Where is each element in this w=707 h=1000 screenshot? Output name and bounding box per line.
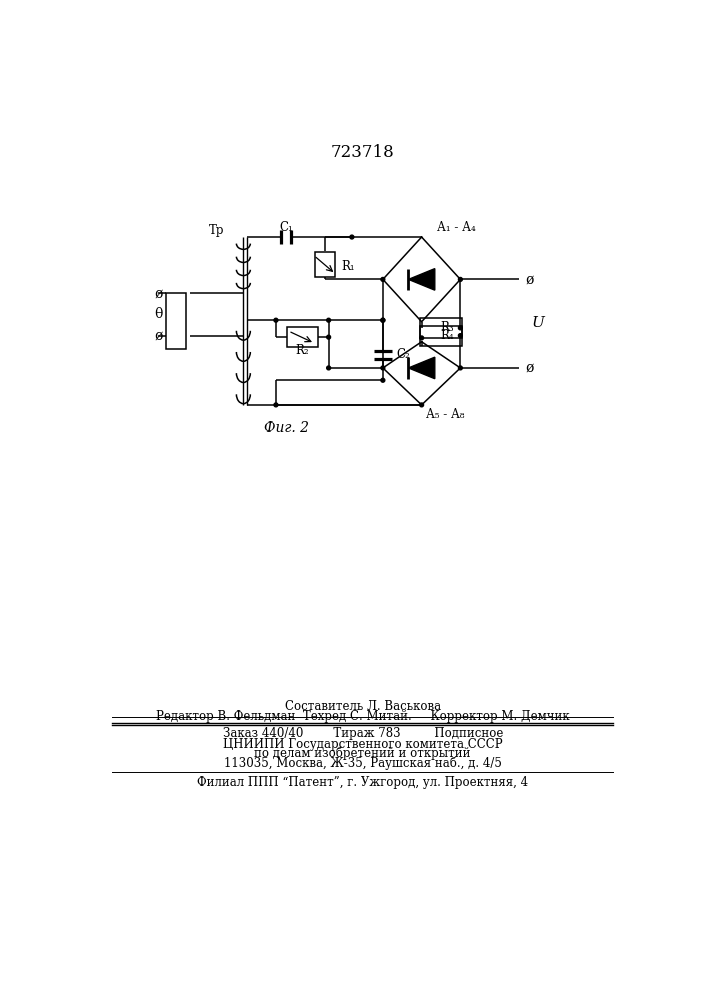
- Bar: [420, 326, 462, 346]
- Text: R₁: R₁: [341, 260, 356, 273]
- Bar: [287, 327, 317, 347]
- Bar: [315, 252, 335, 277]
- Text: Редактор В. Фельдман  Техред С. Митай.     Корректор М. Демчик: Редактор В. Фельдман Техред С. Митай. Ко…: [156, 710, 570, 723]
- Circle shape: [327, 318, 331, 322]
- Circle shape: [458, 326, 462, 330]
- Circle shape: [420, 336, 423, 340]
- Text: C₂: C₂: [397, 348, 411, 361]
- Circle shape: [327, 335, 331, 339]
- Text: C₁: C₁: [279, 221, 293, 234]
- Circle shape: [420, 403, 423, 407]
- Circle shape: [381, 318, 385, 322]
- Polygon shape: [409, 269, 435, 290]
- Text: θ: θ: [154, 307, 163, 321]
- Circle shape: [381, 277, 385, 281]
- Text: ø: ø: [525, 272, 534, 286]
- Circle shape: [458, 277, 462, 281]
- Text: ЦНИИПИ Государственного комитета СССР: ЦНИИПИ Государственного комитета СССР: [223, 738, 503, 751]
- Text: Фиг. 2: Фиг. 2: [264, 421, 308, 435]
- Circle shape: [327, 366, 331, 370]
- Text: А₁ - А₄: А₁ - А₄: [437, 221, 476, 234]
- Circle shape: [274, 318, 278, 322]
- Circle shape: [381, 318, 385, 322]
- Circle shape: [458, 366, 462, 370]
- Circle shape: [274, 403, 278, 407]
- Circle shape: [458, 334, 462, 338]
- Text: 723718: 723718: [331, 144, 395, 161]
- Text: А₅ - А₈: А₅ - А₈: [426, 408, 464, 421]
- Circle shape: [381, 366, 385, 370]
- Text: R₂: R₂: [296, 344, 309, 358]
- Polygon shape: [409, 357, 435, 379]
- Circle shape: [381, 378, 385, 382]
- Text: Составитель Л. Васькова: Составитель Л. Васькова: [285, 700, 440, 713]
- Text: Тр: Тр: [209, 224, 224, 237]
- Bar: [166, 293, 186, 349]
- Text: 113035, Москва, Ж-35, Раушская наб., д. 4/5: 113035, Москва, Ж-35, Раушская наб., д. …: [224, 757, 502, 770]
- Text: Заказ 440/40        Тираж 783         Подписное: Заказ 440/40 Тираж 783 Подписное: [223, 727, 503, 740]
- Text: R₄: R₄: [440, 329, 454, 342]
- Bar: [420, 318, 462, 338]
- Text: ø: ø: [525, 361, 534, 375]
- Text: Филиал ППП “Патент”, г. Ужгород, ул. Проектняя, 4: Филиал ППП “Патент”, г. Ужгород, ул. Про…: [197, 776, 528, 789]
- Text: по делам изобретений и открытий: по делам изобретений и открытий: [255, 747, 471, 760]
- Text: ø: ø: [154, 329, 163, 343]
- Text: ø: ø: [154, 286, 163, 300]
- Circle shape: [350, 235, 354, 239]
- Text: U: U: [532, 316, 544, 330]
- Text: R₃: R₃: [440, 321, 454, 334]
